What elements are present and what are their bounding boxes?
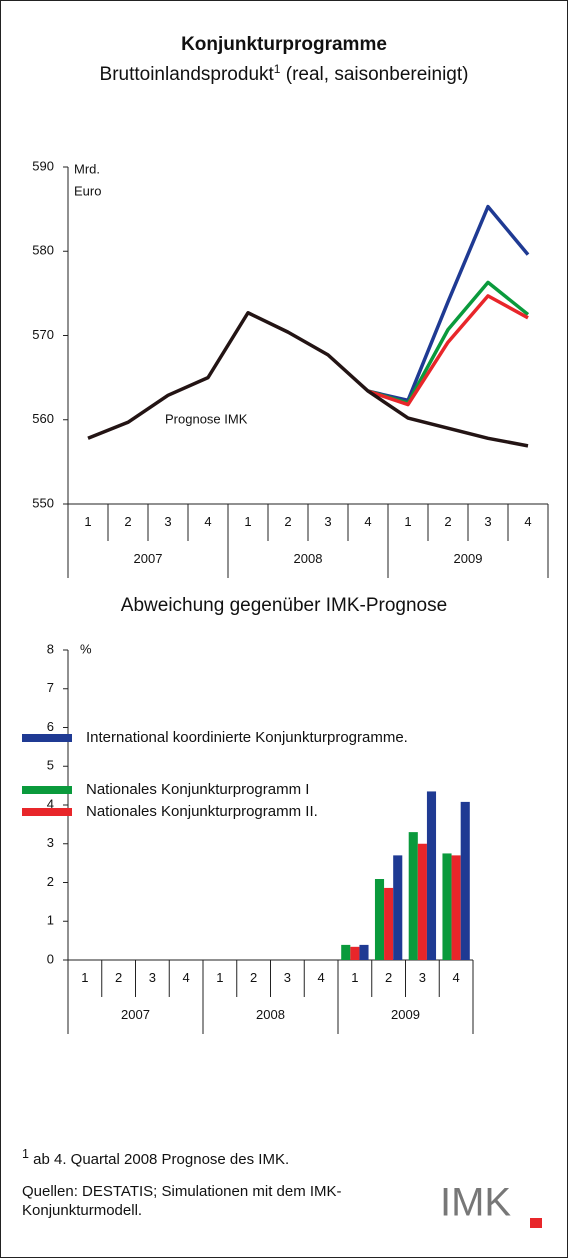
x-tick-label: 2 — [124, 514, 131, 529]
x-tick-label: 1 — [216, 970, 223, 985]
year-label: 2007 — [134, 551, 163, 566]
legend-label: Nationales Konjunkturprogramm II. — [86, 803, 318, 820]
y-tick-label: 1 — [47, 913, 54, 928]
y-tick-label: 590 — [32, 158, 54, 173]
line — [367, 294, 529, 407]
y-tick-label: 7 — [47, 680, 54, 695]
x-tick-label: 1 — [81, 970, 88, 985]
x-tick-label: 3 — [324, 514, 331, 529]
legend-label: Nationales Konjunkturprogramm I — [86, 781, 310, 798]
y-tick-label: 560 — [32, 411, 54, 426]
bar — [451, 855, 461, 960]
x-tick-label: 4 — [183, 970, 190, 985]
x-tick-label: 2 — [385, 970, 392, 985]
x-tick-label: 2 — [444, 514, 451, 529]
x-tick-label: 4 — [453, 970, 460, 985]
bar — [350, 946, 360, 960]
year-label: 2008 — [256, 1007, 285, 1022]
chart-subtitle: Bruttoinlandsprodukt1 (real, saisonberei… — [100, 62, 469, 85]
year-label: 2009 — [391, 1007, 420, 1022]
footnote-text: ab 4. Quartal 2008 Prognose des IMK. — [33, 1151, 290, 1168]
x-tick-label: 2 — [250, 970, 257, 985]
x-tick-label: 1 — [244, 514, 251, 529]
bar — [393, 855, 403, 960]
x-tick-label: 3 — [164, 514, 171, 529]
bar — [374, 879, 385, 960]
x-tick-label: 2 — [284, 514, 291, 529]
y-label: Mrd. — [74, 161, 100, 176]
y-label: % — [80, 641, 92, 656]
y-tick-label: 6 — [47, 719, 54, 734]
bar — [408, 832, 418, 960]
sources: Quellen: DESTATIS; Simulationen mit dem … — [22, 1183, 342, 1219]
x-tick-label: 1 — [84, 514, 91, 529]
year-label: 2008 — [294, 551, 323, 566]
chart-title: Konjunkturprogramme — [181, 34, 387, 55]
x-tick-label: 4 — [318, 970, 325, 985]
y-tick-label: 550 — [32, 495, 54, 510]
x-tick-label: 2 — [115, 970, 122, 985]
y-tick-label: 8 — [47, 641, 54, 656]
y-tick-label: 580 — [32, 243, 54, 258]
y-label: Euro — [74, 183, 101, 198]
bar — [359, 944, 369, 960]
footnote-mark: 1 — [22, 1147, 29, 1161]
annotation: Prognose IMK — [165, 411, 248, 426]
legend-swatch — [22, 734, 72, 742]
x-tick-label: 4 — [364, 514, 371, 529]
x-tick-label: 3 — [149, 970, 156, 985]
x-tick-label: 1 — [404, 514, 411, 529]
bar — [442, 853, 452, 960]
legend-label: International koordinierte Konjunkturpro… — [86, 729, 408, 746]
y-tick-label: 2 — [47, 874, 54, 889]
bar — [417, 843, 427, 960]
legend-swatch — [22, 786, 72, 794]
legend-swatch — [22, 808, 72, 816]
subtitle: Bruttoinlandsprodukt — [100, 64, 275, 85]
logo: IMK — [440, 1181, 511, 1225]
bar — [384, 887, 394, 960]
chart-title: Abweichung gegenüber IMK-Prognose — [121, 595, 447, 616]
x-tick-label: 3 — [284, 970, 291, 985]
logo-mark — [530, 1218, 542, 1228]
x-tick-label: 3 — [484, 514, 491, 529]
y-tick-label: 5 — [47, 758, 54, 773]
x-tick-label: 4 — [524, 514, 531, 529]
x-tick-label: 4 — [204, 514, 211, 529]
bar — [341, 944, 351, 960]
subtitle-note: 1 — [274, 62, 281, 76]
y-tick-label: 0 — [47, 951, 54, 966]
y-tick-label: 570 — [32, 327, 54, 342]
year-label: 2007 — [121, 1007, 150, 1022]
subtitle-rest: (real, saisonbereinigt) — [280, 64, 468, 85]
footnote: 1 ab 4. Quartal 2008 Prognose des IMK. — [22, 1145, 289, 1169]
y-tick-label: 4 — [47, 796, 54, 811]
bar — [460, 801, 470, 960]
bar — [426, 791, 437, 960]
x-tick-label: 3 — [419, 970, 426, 985]
year-label: 2009 — [454, 551, 483, 566]
line — [87, 311, 529, 448]
y-tick-label: 3 — [47, 835, 54, 850]
x-tick-label: 1 — [351, 970, 358, 985]
